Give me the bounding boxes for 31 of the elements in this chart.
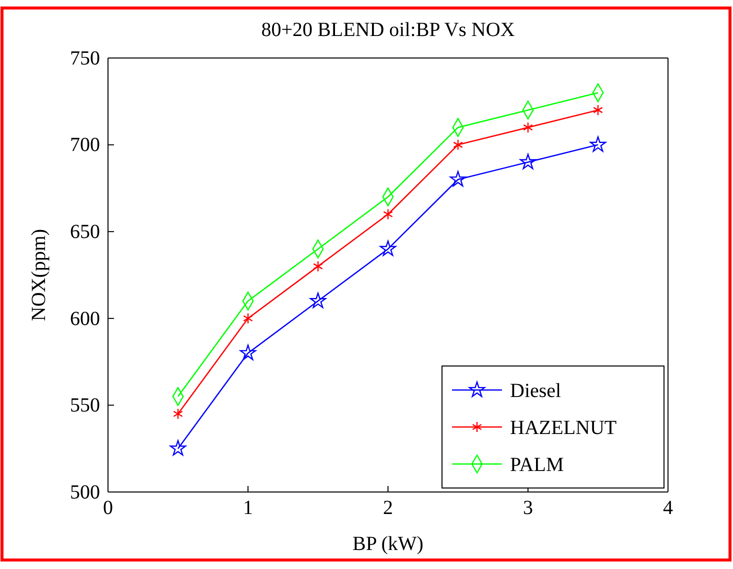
x-tick-label: 1 [243,497,253,520]
y-tick-label: 550 [70,394,100,417]
point [310,292,326,308]
point [383,208,393,220]
point [520,154,536,170]
y-tick-label: 600 [70,308,100,330]
x-tick-label: 2 [383,497,393,520]
y-tick-label: 650 [70,221,100,243]
legend-label: HAZELNUT [510,417,617,439]
point [523,122,533,134]
point [243,312,253,324]
y-axis-title: NOX(ppm) [28,228,50,322]
x-axis-title: BP (kW) [352,533,424,555]
y-tick-label: 500 [70,481,100,504]
chart-title: 80+20 BLEND oil:BP Vs NOX [261,19,516,41]
point [590,136,606,152]
legend-label: Diesel [510,380,562,402]
y-tick-label: 750 [70,47,100,70]
point [173,408,183,420]
point [380,240,396,256]
point [450,171,466,187]
point [313,260,323,272]
point [453,139,463,150]
x-tick-label: 0 [103,497,113,520]
legend-label: PALM [510,454,564,476]
point [240,344,256,360]
x-tick-label: 4 [663,497,673,520]
point [593,104,603,116]
point [170,440,186,456]
y-tick-label: 700 [70,134,100,156]
x-tick-label: 3 [523,497,533,520]
